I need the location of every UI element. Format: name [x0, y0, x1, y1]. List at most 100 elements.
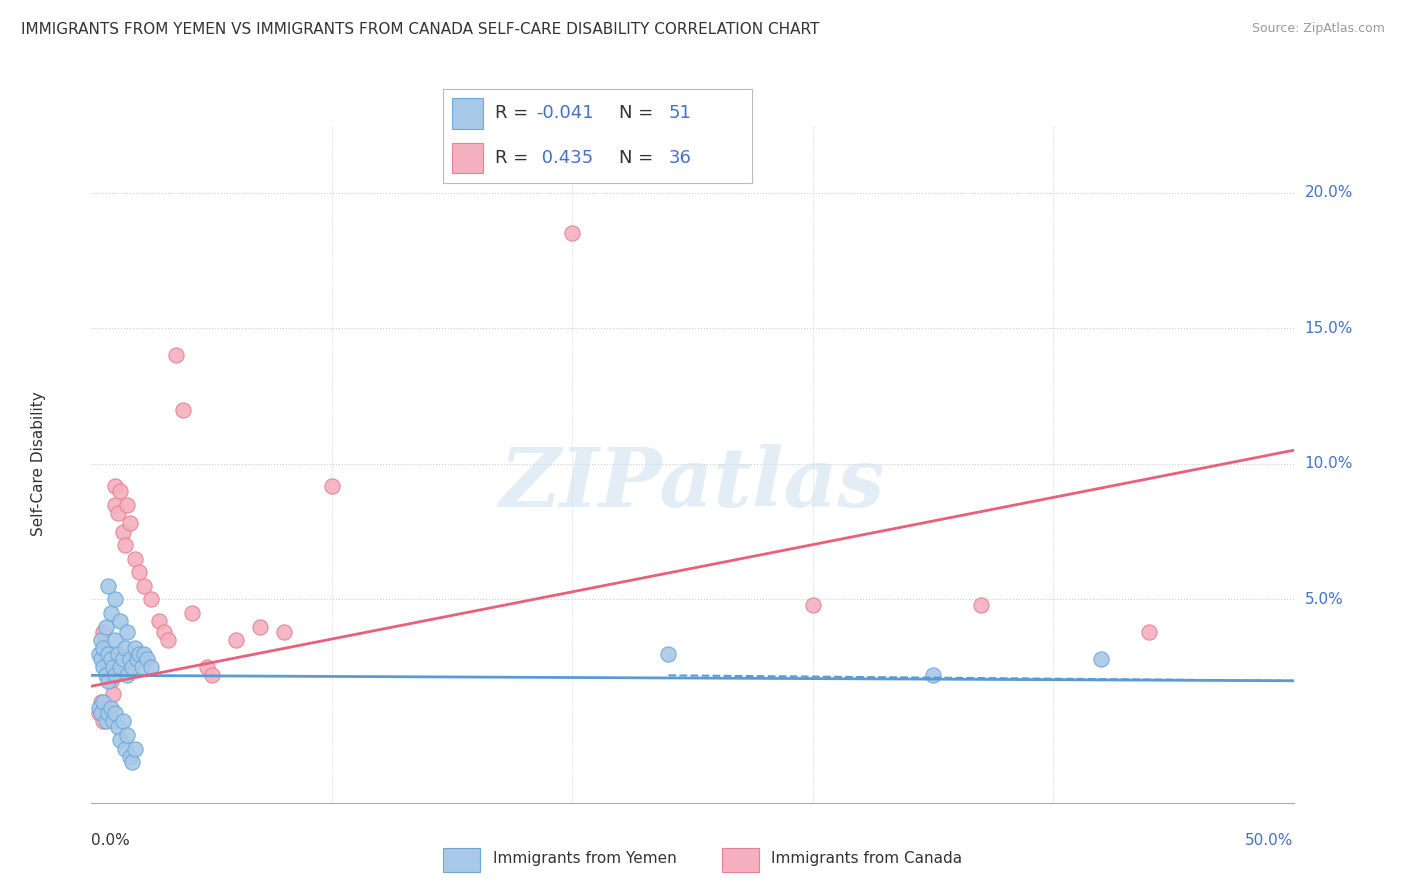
- Point: [134, 647, 156, 661]
- Point: [101, 687, 124, 701]
- Point: [110, 733, 132, 747]
- Point: [110, 614, 132, 628]
- Point: [93, 641, 115, 656]
- Bar: [453, 143, 484, 173]
- Point: [97, 673, 120, 688]
- Point: [104, 592, 127, 607]
- Point: [97, 706, 120, 721]
- Point: [111, 524, 134, 539]
- Point: [94, 714, 117, 729]
- Text: -0.041: -0.041: [536, 103, 593, 121]
- Point: [118, 652, 141, 666]
- Point: [90, 696, 112, 710]
- Point: [107, 647, 129, 661]
- Bar: [721, 847, 759, 872]
- Text: 15.0%: 15.0%: [1305, 321, 1353, 335]
- Point: [124, 641, 146, 656]
- Point: [100, 673, 122, 688]
- Point: [135, 652, 157, 666]
- Point: [114, 641, 136, 656]
- Point: [117, 668, 139, 682]
- Point: [97, 647, 120, 661]
- Text: Self-Care Disability: Self-Care Disability: [31, 392, 46, 536]
- Point: [195, 660, 218, 674]
- Point: [201, 668, 224, 682]
- Point: [94, 619, 117, 633]
- Point: [111, 652, 134, 666]
- Point: [100, 652, 122, 666]
- Point: [128, 566, 150, 580]
- Point: [128, 647, 150, 661]
- Point: [107, 720, 129, 734]
- Point: [118, 516, 141, 531]
- Point: [117, 728, 139, 742]
- Point: [131, 660, 153, 674]
- Text: 5.0%: 5.0%: [1305, 592, 1343, 607]
- Bar: [443, 847, 481, 872]
- Text: 0.435: 0.435: [536, 149, 593, 167]
- Text: Source: ZipAtlas.com: Source: ZipAtlas.com: [1251, 22, 1385, 36]
- Text: 51: 51: [669, 103, 692, 121]
- Text: 0.0%: 0.0%: [91, 833, 131, 848]
- Point: [124, 741, 146, 756]
- Point: [90, 633, 112, 648]
- Point: [152, 624, 174, 639]
- Point: [110, 660, 132, 674]
- Text: Immigrants from Canada: Immigrants from Canada: [770, 852, 962, 866]
- Point: [97, 660, 120, 674]
- Point: [148, 614, 170, 628]
- Text: 50.0%: 50.0%: [1246, 833, 1294, 848]
- Point: [141, 592, 163, 607]
- Point: [1090, 652, 1112, 666]
- Point: [249, 619, 271, 633]
- Text: R =: R =: [495, 149, 534, 167]
- Point: [104, 668, 127, 682]
- Point: [93, 696, 115, 710]
- Point: [134, 579, 156, 593]
- Point: [273, 624, 295, 639]
- Point: [657, 647, 679, 661]
- Point: [101, 660, 124, 674]
- Point: [172, 402, 194, 417]
- Point: [124, 551, 146, 566]
- Point: [87, 706, 110, 721]
- Point: [93, 714, 115, 729]
- Point: [104, 498, 127, 512]
- Point: [93, 660, 115, 674]
- Point: [121, 660, 143, 674]
- Point: [94, 701, 117, 715]
- Point: [181, 606, 204, 620]
- Text: IMMIGRANTS FROM YEMEN VS IMMIGRANTS FROM CANADA SELF-CARE DISABILITY CORRELATION: IMMIGRANTS FROM YEMEN VS IMMIGRANTS FROM…: [21, 22, 820, 37]
- Point: [157, 633, 180, 648]
- Point: [87, 701, 110, 715]
- Point: [1137, 624, 1160, 639]
- Point: [97, 579, 120, 593]
- Point: [114, 741, 136, 756]
- Point: [118, 749, 141, 764]
- Text: N =: N =: [619, 103, 659, 121]
- Point: [141, 660, 163, 674]
- Point: [110, 483, 132, 498]
- Point: [117, 624, 139, 639]
- Point: [970, 598, 993, 612]
- Point: [90, 706, 112, 721]
- Bar: [453, 97, 484, 128]
- Text: N =: N =: [619, 149, 659, 167]
- Point: [114, 538, 136, 552]
- Text: 20.0%: 20.0%: [1305, 186, 1353, 200]
- Point: [111, 714, 134, 729]
- Point: [107, 506, 129, 520]
- Point: [93, 624, 115, 639]
- Point: [94, 668, 117, 682]
- Text: ZIPatlas: ZIPatlas: [499, 444, 886, 524]
- Point: [104, 478, 127, 492]
- Point: [104, 633, 127, 648]
- Point: [101, 714, 124, 729]
- Point: [922, 668, 945, 682]
- Point: [117, 498, 139, 512]
- Point: [801, 598, 824, 612]
- Point: [90, 652, 112, 666]
- Point: [165, 348, 187, 362]
- Point: [100, 606, 122, 620]
- Point: [561, 227, 583, 241]
